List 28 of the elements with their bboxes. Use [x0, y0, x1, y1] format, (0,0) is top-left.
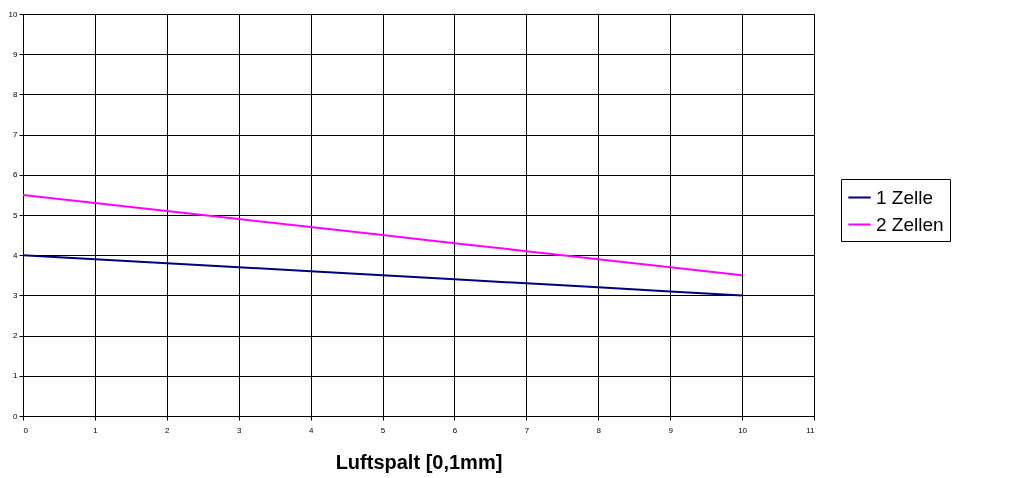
y-tick-label: 7: [13, 130, 19, 140]
x-tick-label: 9: [668, 425, 674, 435]
y-tick-label: 5: [13, 210, 19, 220]
y-tick-label: 8: [13, 89, 19, 99]
x-tick-label: 1: [93, 425, 99, 435]
y-tick-label: 3: [13, 290, 19, 300]
y-tick-label: 0: [13, 411, 19, 421]
x-tick-label: 8: [596, 425, 602, 435]
x-tick-label: 5: [380, 425, 386, 435]
line-series: [22, 193, 744, 277]
y-tick-label: 10: [8, 9, 19, 19]
x-tick-label: 0: [23, 425, 29, 435]
x-tick-label: 4: [308, 425, 314, 435]
y-tick-label: 6: [13, 170, 19, 180]
legend-label: 1 Zelle: [876, 186, 934, 208]
y-tick-label: 9: [13, 49, 19, 59]
y-tick-label: 4: [13, 250, 19, 260]
x-tick-label: 3: [237, 425, 242, 435]
x-tick-label: 11: [806, 425, 816, 435]
x-axis-title: Luftspalt [0,1mm]: [335, 450, 503, 473]
x-tick-label: 6: [452, 425, 458, 435]
y-tick-label: 2: [13, 331, 19, 341]
legend-label: 2 Zellen: [876, 213, 944, 235]
line-series: [22, 254, 744, 297]
x-tick-label: 7: [524, 425, 530, 435]
y-tick-label: 1: [13, 371, 19, 381]
x-tick-label: 2: [165, 425, 171, 435]
x-tick-label: 10: [738, 425, 748, 435]
